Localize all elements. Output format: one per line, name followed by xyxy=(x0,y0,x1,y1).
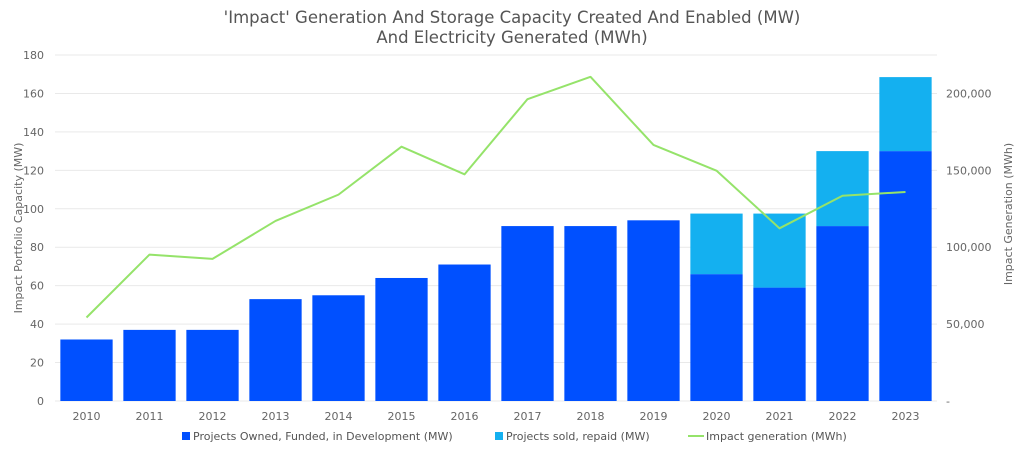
left-tick-label: 0 xyxy=(37,395,44,408)
x-tick-label: 2014 xyxy=(325,410,353,423)
right-axis-label: Impact Generation (MWh) xyxy=(1002,143,1015,285)
left-tick-label: 100 xyxy=(23,203,44,216)
x-tick-label: 2023 xyxy=(892,410,920,423)
bar-owned-2012 xyxy=(186,330,238,401)
legend: Projects Owned, Funded, in Development (… xyxy=(182,430,847,443)
x-tick-label: 2022 xyxy=(829,410,857,423)
left-axis-ticks: 0 20 40 60 80 100 120 140 160 180 xyxy=(23,49,44,408)
legend-label: Impact generation (MWh) xyxy=(706,430,847,443)
left-tick-label: 40 xyxy=(30,318,44,331)
right-tick-label: 100,000 xyxy=(946,241,992,254)
bar-owned-2010 xyxy=(60,339,112,401)
left-tick-label: 140 xyxy=(23,126,44,139)
bar-sold-2022 xyxy=(816,151,868,226)
bar-owned-2021 xyxy=(753,288,805,401)
bar-owned-2023 xyxy=(879,151,931,401)
left-tick-label: 180 xyxy=(23,49,44,62)
legend-swatch xyxy=(495,432,503,440)
x-axis-ticks: 2010 2011 2012 2013 2014 2015 2016 2017 2018 2019… xyxy=(73,410,920,423)
left-axis-label: Impact Portfolio Capacity (MW) xyxy=(12,143,25,314)
bar-owned-2019 xyxy=(627,220,679,401)
x-tick-label: 2012 xyxy=(199,410,227,423)
bar-sold-2021 xyxy=(753,214,805,288)
chart-title-line-2: And Electricity Generated (MWh) xyxy=(376,28,647,47)
right-axis-ticks: - 50,000 100,000 150,000 200,000 xyxy=(946,87,992,408)
bar-owned-2014 xyxy=(312,295,364,401)
x-tick-label: 2021 xyxy=(766,410,794,423)
bars xyxy=(60,77,931,401)
right-tick-label: 150,000 xyxy=(946,164,992,177)
right-tick-label: - xyxy=(946,395,950,408)
bar-owned-2017 xyxy=(501,226,553,401)
bar-owned-2020 xyxy=(690,274,742,401)
right-tick-label: 50,000 xyxy=(946,318,985,331)
x-tick-label: 2017 xyxy=(514,410,542,423)
bar-owned-2022 xyxy=(816,226,868,401)
legend-swatch xyxy=(182,432,190,440)
bar-owned-2018 xyxy=(564,226,616,401)
bar-owned-2011 xyxy=(123,330,175,401)
bar-sold-2020 xyxy=(690,214,742,275)
x-tick-label: 2013 xyxy=(262,410,290,423)
x-tick-label: 2015 xyxy=(388,410,416,423)
right-tick-label: 200,000 xyxy=(946,87,992,100)
x-tick-label: 2010 xyxy=(73,410,101,423)
x-tick-label: 2018 xyxy=(577,410,605,423)
x-tick-label: 2011 xyxy=(136,410,164,423)
left-tick-label: 160 xyxy=(23,87,44,100)
legend-label: Projects Owned, Funded, in Development (… xyxy=(193,430,453,443)
chart-title-line-1: 'Impact' Generation And Storage Capacity… xyxy=(224,8,801,27)
left-tick-label: 60 xyxy=(30,280,44,293)
x-tick-label: 2016 xyxy=(451,410,479,423)
bar-owned-2013 xyxy=(249,299,301,401)
bar-owned-2015 xyxy=(375,278,427,401)
x-tick-label: 2020 xyxy=(703,410,731,423)
x-tick-label: 2019 xyxy=(640,410,668,423)
left-tick-label: 20 xyxy=(30,357,44,370)
left-tick-label: 120 xyxy=(23,164,44,177)
legend-label: Projects sold, repaid (MW) xyxy=(506,430,650,443)
left-tick-label: 80 xyxy=(30,241,44,254)
bar-sold-2023 xyxy=(879,77,931,151)
bar-owned-2016 xyxy=(438,265,490,401)
